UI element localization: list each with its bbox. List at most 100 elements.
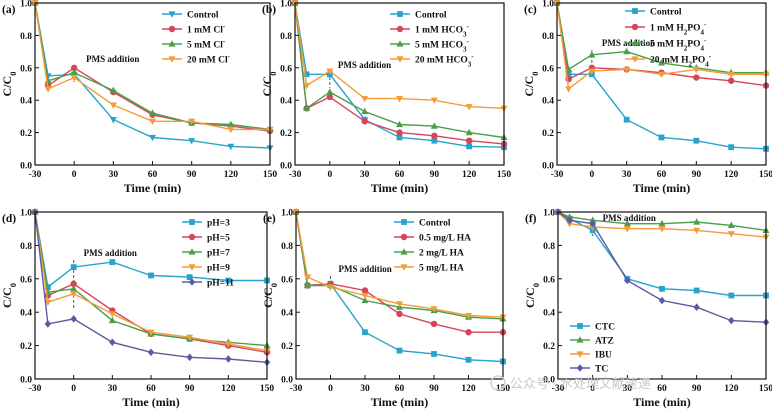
data-point [589,216,597,223]
data-point [227,143,235,151]
series-line [34,211,268,363]
data-point [44,86,52,93]
legend-marker [188,264,196,271]
pms-addition-label: PMS addition [339,264,392,274]
data-point [624,276,631,285]
series-ph-3 [32,209,270,291]
data-point [149,134,156,142]
data-point [188,138,196,145]
legend-marker [396,40,404,47]
data-point [658,226,666,233]
legend-marker [188,233,196,241]
panel-c: -30 0 30 60 90 120 150 0.0 0.2 0.4 0.6 0.8 1.0 Time (… [522,0,772,195]
x-tick-label: 60 [657,170,667,180]
legend-marker [168,11,176,18]
data-point [659,285,665,292]
series-ph-11 [31,208,271,367]
data-point [149,109,156,116]
y-axis-title: C/C0 [523,283,541,308]
legend-label-main2: PO [687,40,700,50]
data-point [588,51,596,58]
legend-label: ATZ [595,337,614,347]
data-point [727,231,735,238]
legend-marker [400,233,408,241]
series-line [295,211,504,318]
data-point [70,74,78,82]
legend-item: 20 mM HCO3- [390,53,474,69]
y-tick-label: 0.8 [20,242,32,252]
data-point [147,348,155,357]
y-tick-label: 0.2 [20,129,32,139]
data-point [466,143,473,150]
y-tick-label: 0.6 [280,64,292,74]
series-line [294,2,505,139]
legend-item: Control [390,11,447,21]
legend-label-main: 1 mM Cl [187,26,223,36]
legend-item: 2 mg/L HA [394,248,464,259]
data-point [396,95,403,103]
x-tick-label: 120 [724,384,739,394]
series-ibu [554,209,770,241]
series-line [295,211,504,363]
x-tick-label: -30 [551,170,564,180]
x-tick-label: 150 [496,384,511,394]
legend-label: 5 mM Cl- [187,38,226,51]
data-point [565,86,573,93]
panel-label: (a) [2,4,16,16]
data-point [304,274,311,281]
legend-label: 1 mM Cl- [187,23,226,36]
x-tick-label: 30 [360,170,370,180]
legend-label-main: CTC [595,323,615,333]
x-tick-label: 60 [148,170,158,180]
legend-item: 5 mM Cl- [162,38,226,51]
data-point [465,137,473,144]
pms-addition-label: PMS addition [603,213,656,223]
y-tick-label: 0.0 [542,162,554,172]
y-tick-label: 1.0 [20,209,32,219]
y-tick-label: 1.0 [542,0,554,10]
data-point [303,83,311,90]
data-point [465,312,472,320]
series-ph-9 [31,209,271,355]
x-tick-label: 90 [430,170,440,180]
panel-f: -30 0 30 60 90 120 150 0.0 0.2 0.4 0.6 0.8 1.0 Time (… [523,208,772,409]
x-tick-label: 150 [263,170,278,180]
data-point [148,272,154,279]
legend-item: pH=5 [182,234,230,244]
x-tick-label: 120 [724,170,739,180]
data-point [623,66,631,74]
data-point [692,66,700,74]
data-point [396,310,403,318]
data-point [693,227,701,235]
series-line [295,211,504,320]
legend-label: pH=9 [207,264,230,274]
data-point [361,292,369,300]
data-point [186,274,193,281]
legend-item: 5 mM H2PO4- [625,37,707,53]
x-tick-label: 120 [224,170,239,180]
y-tick-label: 1.0 [281,209,293,219]
data-point [693,74,700,81]
legend-label-sup: - [467,23,470,31]
x-tick-label: 90 [187,170,197,180]
legend-label-main: TC [595,365,608,375]
x-tick-label: 60 [395,170,405,180]
legend-item: IBU [570,351,612,361]
legend-marker [188,248,196,255]
data-point [465,329,472,336]
pms-addition-label: PMS addition [84,248,137,258]
panel-label: (b) [262,4,276,16]
data-point [303,104,311,111]
data-point [70,315,77,323]
legend-marker [168,25,176,33]
legend-label-main: 5 mM HCO [415,41,463,51]
x-tick-label: 90 [185,384,195,394]
series-5-mm-cl- [31,0,274,132]
data-point [396,301,403,308]
legend-label-main: 20 mM Cl [187,56,228,66]
data-point [430,97,438,104]
y-tick-label: 0.0 [20,376,32,386]
legend-item: pH=9 [182,264,230,274]
series-20-mm-hco3- [291,0,508,113]
